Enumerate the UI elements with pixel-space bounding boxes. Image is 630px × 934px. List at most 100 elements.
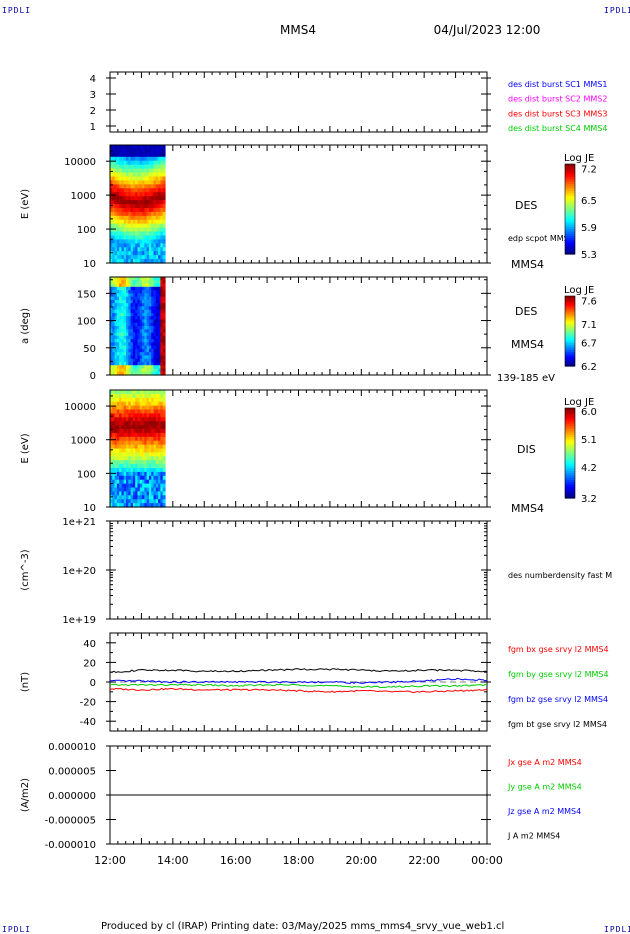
spectrogram-cell-2 xyxy=(146,296,150,301)
spectrogram-cell-3 xyxy=(144,405,148,411)
spectrogram-cell-2 xyxy=(128,342,132,347)
spectrogram-cell-1 xyxy=(110,180,113,185)
spectrogram-cell-1 xyxy=(121,239,125,244)
spectrogram-cell-1 xyxy=(162,192,166,197)
colorbar-des-energy-swatch xyxy=(565,213,575,217)
spectrogram-cell-2 xyxy=(119,361,123,366)
spectrogram-cell-2 xyxy=(153,361,157,366)
spectrogram-cell-1 xyxy=(132,219,136,225)
spectrogram-cell-3 xyxy=(148,487,152,492)
spectrogram-cell-1 xyxy=(114,219,118,225)
spectrogram-cell-1 xyxy=(146,235,150,240)
spectrogram-cell-2 xyxy=(110,348,113,353)
spectrogram-cell-3 xyxy=(123,436,127,442)
legend-fgm-1: fgm by gse srvy l2 MMS4 xyxy=(508,670,609,679)
spectrogram-cell-3 xyxy=(121,503,125,508)
spectrogram-cell-3 xyxy=(128,440,132,446)
spectrogram-cell-3 xyxy=(148,475,152,481)
spectrogram-cell-1 xyxy=(123,231,127,237)
spectrogram-cell-2 xyxy=(128,280,132,285)
spectrogram-cell-1 xyxy=(146,215,150,221)
spectrogram-cell-2 xyxy=(151,322,155,327)
spectrogram-cell-1 xyxy=(114,247,118,252)
spectrogram-cell-1 xyxy=(158,184,161,189)
spectrogram-cell-3 xyxy=(123,503,127,508)
spectrogram-cell-2 xyxy=(128,365,132,370)
spectrogram-cell-3 xyxy=(110,421,113,426)
spectrogram-cell-2 xyxy=(162,277,166,281)
spectrogram-cell-1 xyxy=(128,148,132,154)
spectrogram-cell-1 xyxy=(135,145,139,150)
spectrogram-cell-1 xyxy=(114,255,118,260)
spectrogram-cell-1 xyxy=(110,251,113,256)
spectrogram-cell-1 xyxy=(148,188,152,193)
spectrogram-cell-3 xyxy=(128,405,132,411)
spectrogram-cell-2 xyxy=(121,339,125,343)
spectrogram-cell-2 xyxy=(110,361,113,366)
spectrogram-cell-1 xyxy=(123,227,127,233)
spectrogram-cell-2 xyxy=(132,329,136,334)
spectrogram-cell-1 xyxy=(130,231,134,237)
y-tick-label-1: 10000 xyxy=(64,157,96,168)
spectrogram-cell-1 xyxy=(148,200,152,205)
spectrogram-cell-3 xyxy=(155,413,159,418)
spectrogram-cell-2 xyxy=(139,332,143,337)
spectrogram-cell-3 xyxy=(146,421,150,426)
spectrogram-cell-3 xyxy=(132,487,136,492)
spectrogram-cell-3 xyxy=(148,491,152,496)
spectrogram-cell-3 xyxy=(116,409,120,414)
spectrogram-cell-2 xyxy=(158,332,161,337)
spectrogram-cell-2 xyxy=(126,368,129,373)
spectrogram-cell-3 xyxy=(121,409,125,414)
spectrogram-cell-1 xyxy=(158,176,161,181)
spectrogram-cell-1 xyxy=(126,215,129,221)
spectrogram-cell-3 xyxy=(144,495,148,500)
spectrogram-cell-2 xyxy=(126,348,129,353)
spectrogram-cell-1 xyxy=(148,156,152,162)
spectrogram-cell-3 xyxy=(128,487,132,492)
spectrogram-cell-1 xyxy=(162,164,166,170)
spectrogram-cell-3 xyxy=(137,495,141,500)
spectrogram-cell-2 xyxy=(144,283,148,288)
spectrogram-cell-3 xyxy=(155,401,159,407)
spectrogram-cell-3 xyxy=(160,475,164,481)
spectrogram-cell-3 xyxy=(121,401,125,407)
spectrogram-cell-3 xyxy=(158,390,161,395)
spectrogram-cell-1 xyxy=(130,235,134,240)
spectrogram-cell-3 xyxy=(142,390,145,395)
spectrogram-cell-3 xyxy=(158,432,161,438)
spectrogram-cell-3 xyxy=(132,471,136,477)
spectrogram-cell-2 xyxy=(110,329,113,334)
spectrogram-cell-3 xyxy=(162,495,166,500)
spectrogram-cell-2 xyxy=(128,368,132,373)
spectrogram-cell-2 xyxy=(112,286,116,291)
spectrogram-cell-2 xyxy=(162,306,166,311)
spectrogram-cell-2 xyxy=(123,339,127,343)
spectrogram-cell-1 xyxy=(139,223,143,229)
spectrogram-cell-1 xyxy=(119,235,123,240)
spectrogram-cell-1 xyxy=(139,259,143,264)
colorbar-dis-energy-swatch xyxy=(565,455,575,459)
spectrogram-cell-1 xyxy=(158,207,161,213)
spectrogram-cell-2 xyxy=(153,293,157,298)
spectrogram-cell-2 xyxy=(112,332,116,337)
colorbar-des-energy-swatch xyxy=(565,188,575,192)
spectrogram-cell-2 xyxy=(139,342,143,347)
spectrogram-cell-1 xyxy=(116,215,120,221)
spectrogram-cell-2 xyxy=(110,293,113,298)
spectrogram-cell-1 xyxy=(155,184,159,189)
spectrogram-cell-2 xyxy=(128,309,132,314)
spectrogram-cell-1 xyxy=(112,180,116,185)
spectrogram-cell-3 xyxy=(132,452,136,457)
spectrogram-cell-3 xyxy=(123,417,127,422)
spectrogram-cell-2 xyxy=(112,309,116,314)
spectrogram-cell-1 xyxy=(132,247,136,252)
spectrogram-cell-1 xyxy=(137,164,141,170)
spectrogram-cell-3 xyxy=(158,471,161,477)
spectrogram-cell-3 xyxy=(153,479,157,485)
fgm-series-line-0 xyxy=(109,687,488,694)
spectrogram-cell-3 xyxy=(151,491,155,496)
spectrogram-cell-1 xyxy=(132,231,136,237)
spectrogram-cell-2 xyxy=(130,348,134,353)
spectrogram-cell-2 xyxy=(123,283,127,288)
